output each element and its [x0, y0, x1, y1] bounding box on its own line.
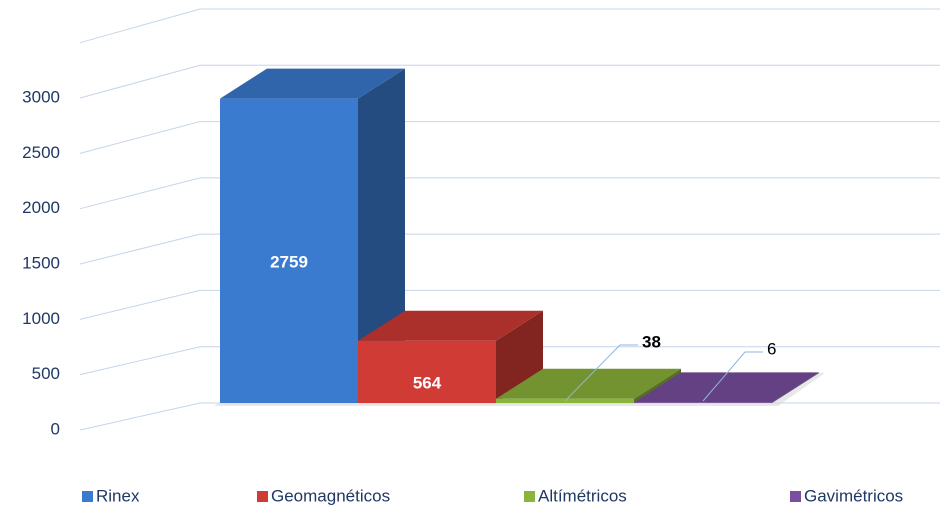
- legend-label: Altímétricos: [538, 486, 627, 505]
- y-tick-label: 500: [32, 364, 60, 383]
- grid-line: [79, 233, 940, 265]
- grid-line: [79, 346, 940, 376]
- bar-face: [220, 68, 405, 99]
- bar-face: [496, 368, 681, 399]
- bar-face: [358, 340, 496, 403]
- data-label: 6: [767, 339, 776, 358]
- leader-line: [564, 344, 638, 402]
- data-label: 38: [642, 332, 661, 351]
- legend-label: Gavimétricos: [804, 486, 903, 505]
- legend-swatch: [524, 491, 535, 502]
- bar-face: [220, 98, 358, 403]
- legend-swatch: [257, 491, 268, 502]
- grid-line: [79, 121, 940, 154]
- grid-line: [79, 8, 940, 44]
- y-tick-label: 3000: [22, 88, 60, 107]
- leader-line: [702, 351, 763, 402]
- y-tick-label: 2000: [22, 198, 60, 217]
- bar-face: [358, 310, 543, 341]
- legend-label: Geomagnéticos: [271, 486, 390, 505]
- legend-swatch: [82, 491, 93, 502]
- grid-line: [79, 177, 940, 210]
- bar-face: [634, 402, 772, 403]
- data-label: 2759: [270, 252, 308, 271]
- grid-line: [79, 64, 940, 99]
- grid-line: [79, 289, 940, 320]
- grid-line: [79, 402, 940, 431]
- bar-face: [634, 368, 681, 403]
- data-label: 564: [413, 373, 442, 392]
- y-tick-label: 1000: [22, 309, 60, 328]
- y-tick-label: 2500: [22, 143, 60, 162]
- bar-face: [772, 372, 819, 403]
- y-tick-label: 1500: [22, 253, 60, 272]
- bar: [634, 372, 819, 403]
- y-tick-label: 0: [51, 419, 60, 438]
- bar-face: [634, 372, 819, 403]
- legend-label: Rinex: [96, 486, 140, 505]
- legend-swatch: [790, 491, 801, 502]
